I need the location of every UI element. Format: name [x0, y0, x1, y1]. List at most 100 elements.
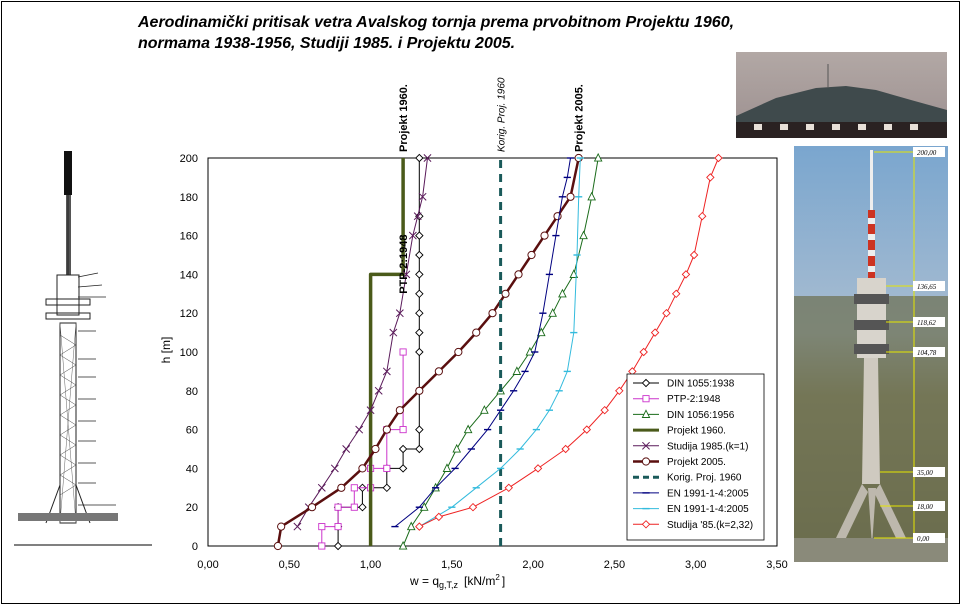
y-tick-label: 180 [180, 192, 198, 204]
data-point [374, 386, 383, 395]
y-tick-label: 160 [180, 231, 198, 243]
y-tick-label: 20 [186, 502, 198, 514]
data-point [358, 464, 367, 473]
data-point [415, 444, 424, 454]
legend-label: EN 1991-1-4:2005 [667, 504, 749, 515]
series-8 [415, 157, 584, 528]
data-point [415, 153, 424, 163]
data-point [317, 483, 326, 492]
data-point [423, 154, 432, 162]
title-line-1: Aerodinamički pritisak vetra Avalskog to… [138, 14, 735, 31]
data-point [389, 328, 398, 337]
y-tick-label: 40 [186, 463, 198, 475]
data-point [501, 289, 510, 298]
series-9 [415, 153, 723, 531]
data-point [681, 270, 691, 279]
chart-tick-labels: 0 20 40 60 80 100 120 140 160 180 200 0,00 0,50 1,00 1… [180, 153, 788, 571]
dim-label-118: 118,62 [917, 319, 936, 327]
data-point [706, 173, 715, 182]
data-point [593, 152, 603, 162]
series-7 [391, 157, 575, 528]
data-point [371, 444, 380, 454]
data-point [406, 521, 416, 531]
data-point [641, 378, 651, 388]
data-point [642, 441, 650, 450]
x-tick-label: 1,50 [441, 559, 462, 571]
data-point [641, 409, 651, 418]
data-point [662, 308, 671, 318]
annotation-label: Projekt 2005. [574, 84, 586, 152]
data-point [600, 405, 609, 415]
data-point [382, 425, 391, 434]
data-point [641, 520, 651, 529]
data-point [334, 503, 342, 511]
data-point [558, 288, 567, 298]
data-point [318, 523, 326, 531]
series-4 [293, 154, 432, 531]
data-point [415, 250, 424, 260]
data-point [615, 386, 624, 396]
data-point [415, 328, 424, 337]
data-point [307, 503, 317, 512]
data-point [273, 541, 283, 551]
data-point [415, 386, 424, 395]
data-point [398, 444, 408, 454]
data-point [415, 308, 424, 318]
data-point [399, 348, 407, 356]
data-point [398, 464, 408, 473]
x-axis-label-end: ] [502, 574, 505, 588]
data-point [514, 270, 523, 279]
y-tick-label: 100 [180, 347, 198, 359]
data-point [415, 231, 424, 240]
y-tick-label: 140 [180, 269, 198, 281]
data-point [382, 483, 392, 493]
data-point [671, 289, 681, 299]
data-point [415, 270, 424, 279]
data-point [454, 347, 463, 357]
x-tick-label: 0,00 [197, 559, 218, 571]
dim-label-0: 0,00 [917, 535, 930, 543]
legend-label: Studija '85.(k=2,32) [667, 520, 753, 531]
x-tick-label: 3,00 [685, 559, 706, 571]
dim-label-200: 200,00 [917, 149, 937, 157]
series-line [394, 157, 571, 527]
data-point [540, 231, 549, 240]
data-point [395, 309, 404, 318]
tower-photo: 200,00 136,65 118,62 104,78 35,00 18,00 … [794, 146, 948, 562]
data-point [413, 212, 422, 221]
y-tick-label: 200 [180, 153, 198, 165]
data-point [408, 231, 417, 240]
data-point [642, 395, 650, 403]
data-point [350, 503, 358, 511]
y-tick-label: 60 [186, 425, 198, 437]
data-point [504, 483, 513, 493]
dim-label-104: 104,78 [917, 349, 937, 357]
legend-label: PTP-2:1948 [667, 394, 721, 405]
y-tick-label: 80 [186, 386, 198, 398]
data-point [472, 328, 481, 337]
tower-drawing [14, 151, 152, 546]
x-axis-label-unit: [kN/m [464, 574, 495, 588]
figure-title: Aerodinamički pritisak vetra Avalskog to… [138, 12, 758, 54]
data-point [639, 347, 648, 357]
data-point [533, 464, 543, 473]
title-line-2: normama 1938-1956, Studiji 1985. i Proje… [138, 35, 516, 52]
data-point [383, 464, 391, 472]
y-tick-label: 120 [180, 308, 198, 320]
data-point [293, 522, 302, 531]
data-point [366, 406, 375, 415]
data-point [548, 308, 557, 317]
dim-label-35: 35,00 [916, 469, 933, 477]
data-point [330, 464, 339, 473]
data-point [442, 463, 452, 472]
data-point [337, 483, 346, 492]
data-point [579, 230, 588, 240]
data-point [318, 542, 326, 550]
legend-label: Korig. Proj. 1960 [667, 473, 742, 484]
data-point [382, 367, 391, 376]
x-tick-label: 2,50 [604, 559, 625, 571]
annotation-label: Projekt 1960. [398, 84, 410, 152]
data-point [697, 211, 707, 221]
data-point [527, 250, 536, 260]
